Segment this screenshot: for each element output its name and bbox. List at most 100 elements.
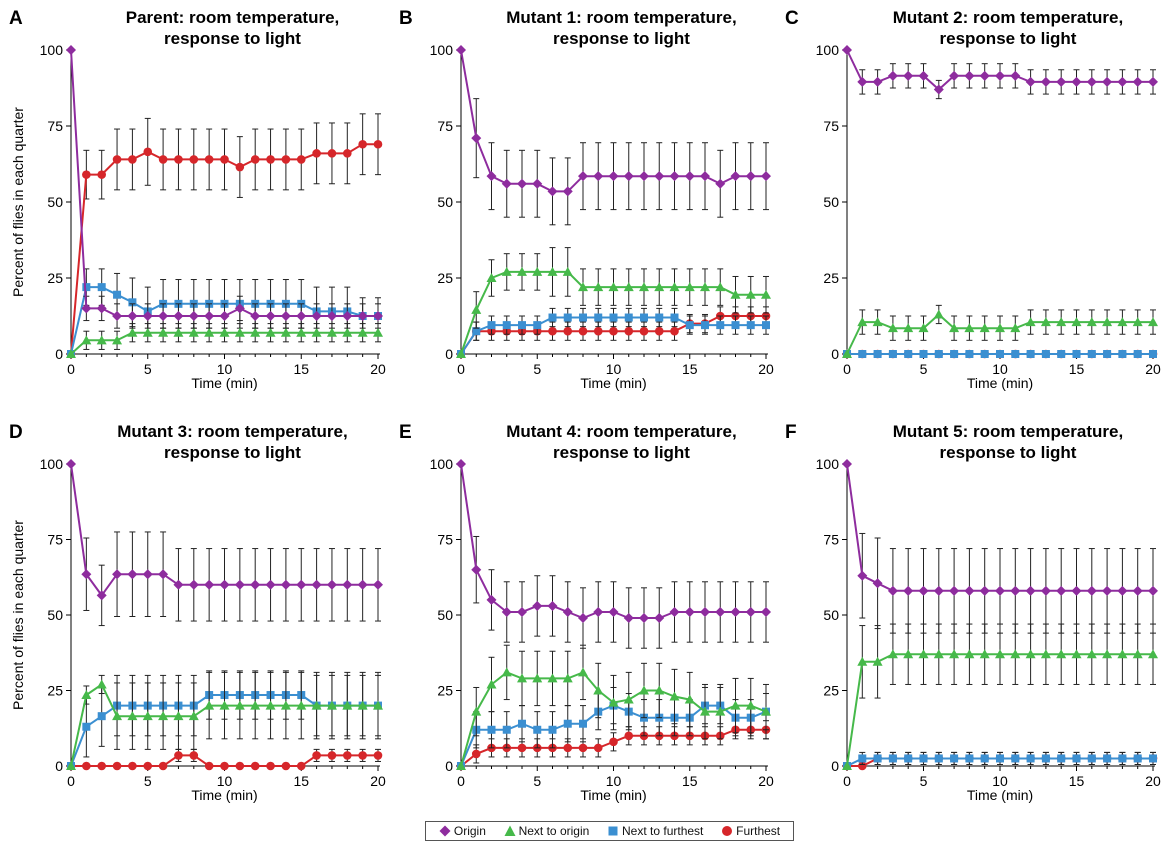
data-point (934, 754, 943, 763)
data-point (1072, 350, 1081, 358)
x-axis-label: Time (min) (967, 375, 1033, 391)
series-origin (66, 459, 383, 627)
data-point (204, 761, 214, 771)
data-point (189, 751, 199, 760)
data-point (486, 594, 497, 605)
data-point (1148, 585, 1158, 596)
data-point (995, 70, 1005, 81)
data-point (1025, 649, 1036, 659)
data-point (950, 754, 959, 763)
data-point (578, 171, 588, 182)
data-point (965, 350, 974, 358)
data-point (1025, 76, 1036, 87)
data-point (311, 700, 322, 710)
data-point (593, 606, 604, 617)
data-point (112, 335, 123, 345)
data-point (280, 700, 291, 710)
legend-label-next-to-furthest: Next to furthest (622, 824, 704, 838)
data-point (609, 737, 618, 747)
data-point (918, 70, 929, 81)
data-point (609, 326, 618, 336)
data-point (373, 327, 383, 337)
data-point (471, 564, 482, 575)
data-point (1102, 585, 1113, 596)
data-point (66, 349, 76, 358)
panel-label: E (399, 422, 412, 443)
y-tick-label: 25 (47, 270, 63, 286)
data-point (623, 282, 634, 292)
data-point (533, 725, 542, 734)
data-point (532, 600, 543, 611)
data-point (219, 579, 230, 590)
data-point (761, 289, 771, 299)
data-point (326, 579, 337, 590)
legend-label-next-to-origin: Next to origin (518, 824, 590, 838)
data-point (82, 722, 91, 731)
data-point (471, 749, 481, 759)
data-point (471, 133, 482, 144)
x-tick-label: 5 (533, 773, 541, 789)
data-point (82, 761, 91, 771)
data-point (762, 321, 770, 330)
data-point (250, 155, 260, 164)
data-point (842, 459, 852, 469)
data-point (964, 323, 975, 333)
data-point (887, 649, 898, 659)
chart-title: Mutant 3: room temperature, (117, 422, 347, 441)
data-point (624, 326, 634, 336)
data-point (142, 327, 153, 337)
data-point (517, 743, 527, 753)
data-point (81, 303, 92, 314)
data-point (654, 282, 665, 292)
data-point (842, 349, 852, 358)
data-point (1103, 754, 1112, 763)
data-point (562, 266, 573, 276)
chart-title: response to light (164, 443, 301, 462)
data-point (501, 266, 512, 276)
data-point (1102, 649, 1113, 659)
y-tick-label: 100 (40, 456, 64, 472)
data-point (654, 613, 665, 624)
data-point (502, 725, 511, 734)
data-point (373, 311, 383, 321)
data-point (158, 155, 168, 164)
data-point (532, 673, 543, 683)
data-point (456, 459, 466, 469)
data-point (623, 613, 634, 624)
data-point (82, 283, 91, 292)
data-point (326, 700, 337, 710)
data-point (888, 350, 897, 358)
chart-title: Mutant 1: room temperature, (506, 8, 736, 27)
data-point (97, 761, 106, 771)
data-point (654, 685, 665, 695)
data-point (700, 706, 710, 716)
data-point (250, 579, 261, 590)
data-point (1071, 649, 1082, 659)
x-tick-label: 10 (217, 773, 233, 789)
data-point (547, 266, 558, 276)
data-point (357, 327, 368, 337)
data-point (158, 569, 169, 580)
x-tick-label: 10 (992, 361, 1008, 377)
panel-label: A (9, 8, 23, 29)
data-point (358, 139, 367, 149)
data-point (1040, 585, 1051, 596)
data-point (578, 282, 588, 292)
y-axis-label: Percent of flies in each quarter (10, 520, 26, 710)
data-point (857, 656, 868, 666)
data-point (311, 311, 322, 321)
x-tick-label: 20 (1145, 773, 1161, 789)
data-point (562, 186, 573, 197)
data-point (82, 170, 91, 179)
data-point (471, 304, 482, 314)
data-point (904, 754, 913, 763)
data-point (745, 171, 756, 182)
y-tick-label: 0 (445, 758, 453, 774)
data-point (761, 706, 771, 716)
data-point (219, 327, 230, 337)
y-tick-label: 75 (47, 118, 63, 134)
data-point (1117, 76, 1128, 87)
data-point (949, 649, 960, 659)
data-point (700, 606, 710, 617)
x-axis-label: Time (min) (580, 375, 646, 391)
